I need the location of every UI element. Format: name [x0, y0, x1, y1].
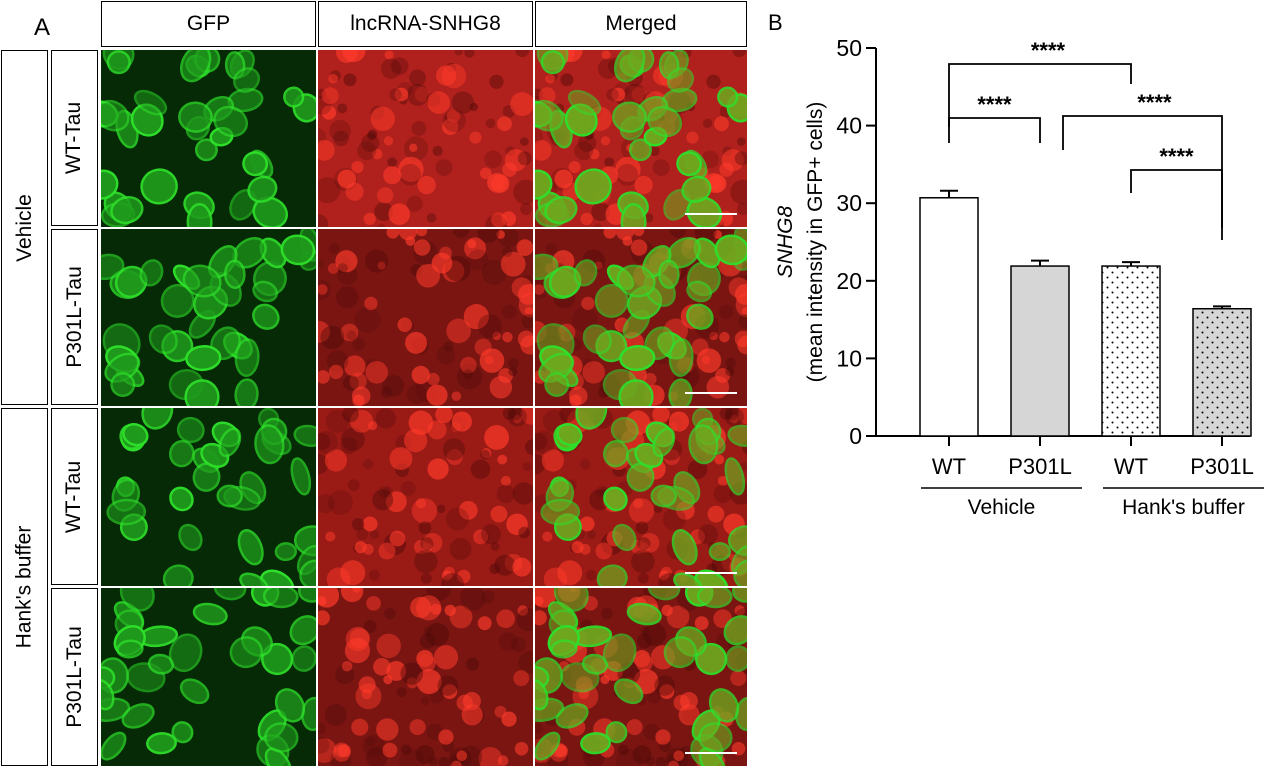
panel-b-letter: B: [768, 10, 783, 35]
row-label-p301l-tau-vehicle: P301L-Tau: [51, 229, 98, 405]
y-tick-label: 50: [836, 35, 862, 61]
bar-2: [1010, 265, 1070, 437]
bar-4: [1192, 307, 1252, 437]
x-tick-label-3: WT: [1114, 454, 1148, 479]
row-label-wt-tau-vehicle: WT-Tau: [51, 50, 98, 226]
significance-bracket-4: [1130, 169, 1223, 240]
group-label-vehicle: Vehicle: [1, 50, 48, 405]
micrograph-merged-row-1: [535, 50, 747, 227]
micrograph-lncrna-row-3: [318, 408, 533, 586]
micrograph-lncrna-row-4: [318, 588, 533, 766]
y-tick-label: 40: [836, 113, 862, 139]
micrograph-lncrna-row-1: [318, 50, 533, 227]
y-tick-label: 0: [849, 423, 862, 449]
bar-3: [1101, 265, 1161, 437]
column-header-lncrna: lncRNA-SNHG8: [318, 1, 533, 47]
x-tick-label-1: WT: [932, 454, 966, 479]
micrograph-gfp-row-4: [101, 588, 316, 766]
group-label-1: Vehicle: [968, 496, 1036, 519]
scale-bar: [685, 752, 737, 754]
significance-label-2: ****: [977, 92, 1012, 117]
group-label-hanks-buffer: Hank's buffer: [1, 408, 48, 766]
micrograph-gfp-row-3: [101, 408, 316, 586]
y-axis-label-italic: SNHG8: [774, 206, 797, 279]
significance-label-4: ****: [1159, 144, 1194, 169]
panel-a-letter: A: [34, 14, 51, 41]
bar-1: [919, 197, 979, 437]
micrograph-gfp-row-1: [101, 50, 316, 227]
significance-label-1: ****: [1031, 38, 1066, 63]
significance-bracket-1: [948, 63, 1132, 127]
y-axis-label: (mean intensity in GFP+ cells): [804, 102, 827, 383]
column-header-merged: Merged: [535, 1, 747, 47]
x-tick-label-2: P301L: [1008, 454, 1072, 479]
x-tick-label-4: P301L: [1190, 454, 1254, 479]
scale-bar: [685, 572, 737, 574]
group-label-2: Hank's buffer: [1122, 496, 1245, 519]
micrograph-gfp-row-2: [101, 229, 316, 406]
significance-bracket-2: [948, 117, 1041, 143]
y-tick-label: 20: [836, 268, 862, 294]
micrograph-merged-row-2: [535, 229, 747, 406]
significance-label-3: ****: [1137, 90, 1172, 115]
micrograph-lncrna-row-2: [318, 229, 533, 406]
y-tick-label: 30: [836, 190, 862, 216]
micrograph-merged-row-3: [535, 408, 747, 586]
row-label-p301l-tau-hanks: P301L-Tau: [51, 588, 98, 766]
significance-bracket-3: [1062, 115, 1223, 228]
column-header-gfp: GFP: [101, 1, 316, 47]
bar-chart: B 0 10 20 30 40 50 SNHG8 (mean intensity in GFP+…: [768, 10, 1264, 519]
y-tick-label: 10: [836, 345, 862, 371]
scale-bar: [685, 392, 737, 394]
scale-bar: [685, 213, 737, 215]
micrograph-merged-row-4: [535, 588, 747, 766]
row-label-wt-tau-hanks: WT-Tau: [51, 408, 98, 585]
